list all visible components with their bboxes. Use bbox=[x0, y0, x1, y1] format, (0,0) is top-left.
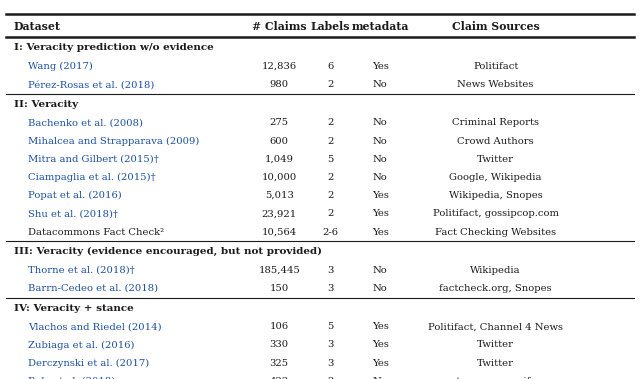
Text: 6: 6 bbox=[328, 62, 334, 71]
Text: 5,013: 5,013 bbox=[265, 191, 294, 200]
Text: factcheck.org, Snopes: factcheck.org, Snopes bbox=[439, 284, 552, 293]
Text: 106: 106 bbox=[269, 322, 289, 331]
Text: 23,921: 23,921 bbox=[262, 209, 297, 218]
Text: 5: 5 bbox=[328, 322, 334, 331]
Text: III: Veracity (evidence encouraged, but not provided): III: Veracity (evidence encouraged, but … bbox=[14, 247, 322, 256]
Text: ara.reuters.com, verify-sy.com: ara.reuters.com, verify-sy.com bbox=[419, 377, 573, 379]
Text: Popat et al. (2016): Popat et al. (2016) bbox=[28, 191, 122, 200]
Text: Zubiaga et al. (2016): Zubiaga et al. (2016) bbox=[28, 340, 134, 349]
Text: Yes: Yes bbox=[372, 227, 388, 236]
Text: 980: 980 bbox=[269, 80, 289, 89]
Text: Crowd Authors: Crowd Authors bbox=[458, 136, 534, 146]
Text: Yes: Yes bbox=[372, 340, 388, 349]
Text: 1,049: 1,049 bbox=[265, 155, 294, 164]
Text: IV: Veracity + stance: IV: Veracity + stance bbox=[14, 304, 134, 313]
Text: 5: 5 bbox=[328, 155, 334, 164]
Text: No: No bbox=[373, 377, 388, 379]
Text: Yes: Yes bbox=[372, 191, 388, 200]
Text: Fact Checking Websites: Fact Checking Websites bbox=[435, 227, 556, 236]
Text: Labels: Labels bbox=[311, 21, 351, 32]
Text: metadata: metadata bbox=[351, 21, 409, 32]
Text: No: No bbox=[373, 266, 388, 275]
Text: No: No bbox=[373, 118, 388, 127]
Text: Mitra and Gilbert (2015)†: Mitra and Gilbert (2015)† bbox=[28, 155, 159, 164]
Text: Yes: Yes bbox=[372, 359, 388, 368]
Text: 2: 2 bbox=[328, 377, 334, 379]
Text: 3: 3 bbox=[328, 284, 334, 293]
Text: 2: 2 bbox=[328, 209, 334, 218]
Text: 12,836: 12,836 bbox=[262, 62, 297, 71]
Text: No: No bbox=[373, 80, 388, 89]
Text: 10,000: 10,000 bbox=[262, 173, 297, 182]
Text: Shu et al. (2018)†: Shu et al. (2018)† bbox=[28, 209, 118, 218]
Text: Ciampaglia et al. (2015)†: Ciampaglia et al. (2015)† bbox=[28, 173, 156, 182]
Text: Twitter: Twitter bbox=[477, 340, 514, 349]
Text: Politifact, gossipcop.com: Politifact, gossipcop.com bbox=[433, 209, 559, 218]
Text: 2: 2 bbox=[328, 173, 334, 182]
Text: 3: 3 bbox=[328, 340, 334, 349]
Text: II: Veracity: II: Veracity bbox=[14, 100, 78, 109]
Text: 2: 2 bbox=[328, 191, 334, 200]
Text: Datacommons Fact Check²: Datacommons Fact Check² bbox=[28, 227, 164, 236]
Text: Mihalcea and Strapparava (2009): Mihalcea and Strapparava (2009) bbox=[28, 136, 199, 146]
Text: 10,564: 10,564 bbox=[262, 227, 297, 236]
Text: News Websites: News Websites bbox=[458, 80, 534, 89]
Text: Bachenko et al. (2008): Bachenko et al. (2008) bbox=[28, 118, 143, 127]
Text: Twitter: Twitter bbox=[477, 155, 514, 164]
Text: Twitter: Twitter bbox=[477, 359, 514, 368]
Text: I: Veracity prediction w/o evidence: I: Veracity prediction w/o evidence bbox=[14, 43, 214, 52]
Text: Dataset: Dataset bbox=[14, 21, 61, 32]
Text: 2: 2 bbox=[328, 136, 334, 146]
Text: No: No bbox=[373, 136, 388, 146]
Text: Wikipedia: Wikipedia bbox=[470, 266, 521, 275]
Text: 330: 330 bbox=[269, 340, 289, 349]
Text: Vlachos and Riedel (2014): Vlachos and Riedel (2014) bbox=[28, 322, 161, 331]
Text: # Claims: # Claims bbox=[252, 21, 307, 32]
Text: 150: 150 bbox=[269, 284, 289, 293]
Text: 2-6: 2-6 bbox=[323, 227, 339, 236]
Text: Baly et al. (2018): Baly et al. (2018) bbox=[28, 377, 115, 379]
Text: Thorne et al. (2018)†: Thorne et al. (2018)† bbox=[28, 266, 134, 275]
Text: Wang (2017): Wang (2017) bbox=[28, 62, 93, 71]
Text: Barrn-Cedeo et al. (2018): Barrn-Cedeo et al. (2018) bbox=[28, 284, 158, 293]
Text: 185,445: 185,445 bbox=[259, 266, 300, 275]
Text: 275: 275 bbox=[269, 118, 289, 127]
Text: 3: 3 bbox=[328, 266, 334, 275]
Text: Politifact, Channel 4 News: Politifact, Channel 4 News bbox=[428, 322, 563, 331]
Text: No: No bbox=[373, 284, 388, 293]
Text: Derczynski et al. (2017): Derczynski et al. (2017) bbox=[28, 359, 149, 368]
Text: 2: 2 bbox=[328, 80, 334, 89]
Text: Google, Wikipedia: Google, Wikipedia bbox=[449, 173, 542, 182]
Text: Yes: Yes bbox=[372, 209, 388, 218]
Text: Politifact: Politifact bbox=[473, 62, 518, 71]
Text: No: No bbox=[373, 173, 388, 182]
Text: Claim Sources: Claim Sources bbox=[452, 21, 540, 32]
Text: 2: 2 bbox=[328, 118, 334, 127]
Text: Yes: Yes bbox=[372, 322, 388, 331]
Text: Pérez-Rosas et al. (2018): Pérez-Rosas et al. (2018) bbox=[28, 80, 154, 89]
Text: No: No bbox=[373, 155, 388, 164]
Text: Criminal Reports: Criminal Reports bbox=[452, 118, 539, 127]
Text: Yes: Yes bbox=[372, 62, 388, 71]
Text: Wikipedia, Snopes: Wikipedia, Snopes bbox=[449, 191, 543, 200]
Text: 422: 422 bbox=[269, 377, 289, 379]
Text: 3: 3 bbox=[328, 359, 334, 368]
Text: 325: 325 bbox=[269, 359, 289, 368]
Text: 600: 600 bbox=[269, 136, 289, 146]
